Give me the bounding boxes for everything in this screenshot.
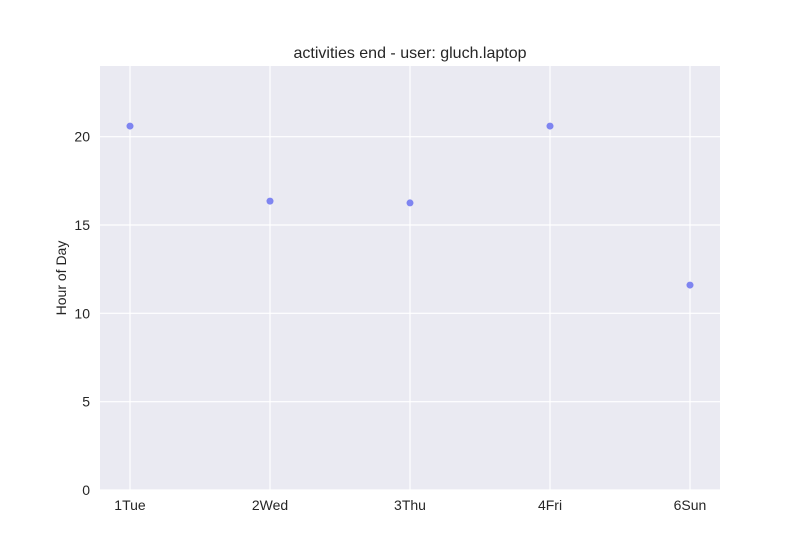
x-tick-labels: 1Tue 2Wed 3Thu 4Fri 6Sun [114,497,706,513]
data-point [406,199,414,207]
data-point [686,281,694,289]
y-tick-label: 5 [82,394,90,410]
x-tick-label: 4Fri [538,497,562,513]
x-tick-label: 2Wed [252,497,288,513]
y-tick-label: 0 [82,482,90,498]
data-point [126,122,134,130]
x-tick-label: 3Thu [394,497,426,513]
x-tick-label: 6Sun [674,497,707,513]
x-tick-label: 1Tue [114,497,146,513]
y-tick-label: 10 [74,305,90,321]
y-axis-label: Hour of Day [53,241,69,316]
data-points [126,122,694,289]
data-point [546,122,554,130]
y-tick-label: 20 [74,129,90,145]
y-tick-labels: 0 5 10 15 20 [74,129,90,498]
y-tick-label: 15 [74,217,90,233]
data-point [266,197,274,205]
chart-title: activities end - user: gluch.laptop [293,45,526,62]
grid-lines [100,66,720,491]
